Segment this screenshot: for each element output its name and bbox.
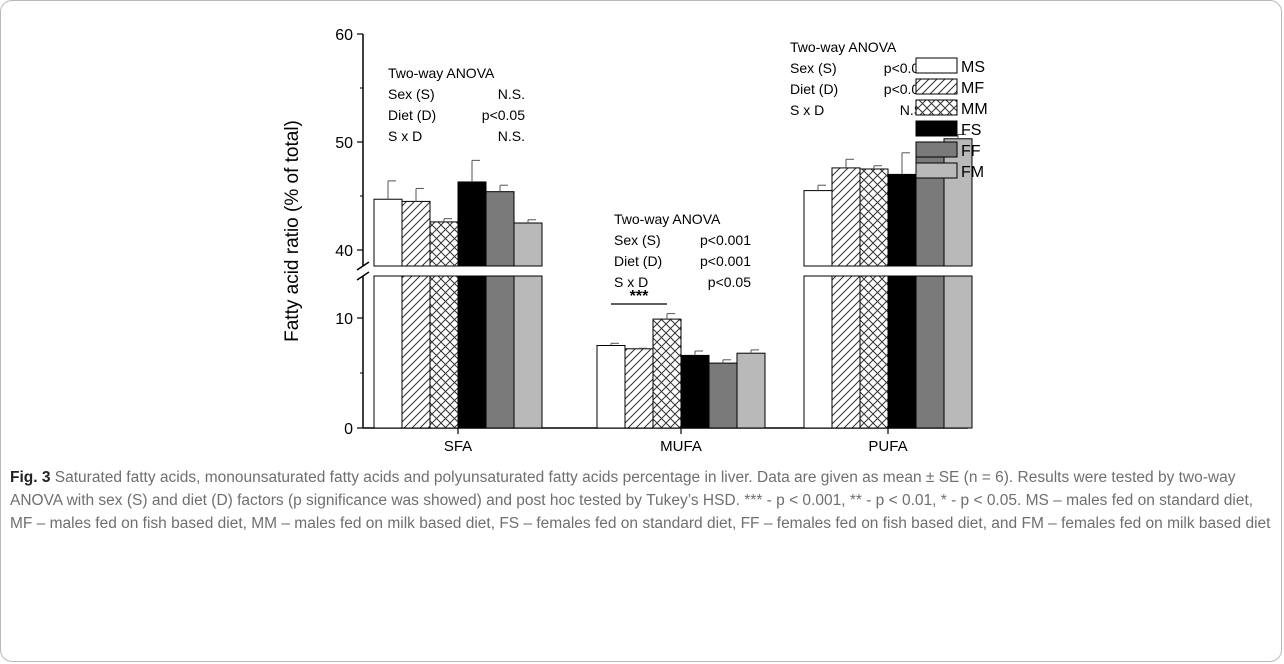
bar-fs-pufa [887,173,917,267]
y-axis-label: Fatty acid ratio (% of total) [282,120,303,342]
bar-mm-pufa-lower [859,275,889,429]
y-tick-label: 40 [335,243,353,260]
anova-label: Sex (S) [790,60,837,76]
x-tick-label: PUFA [868,438,907,455]
bar-ms-sfa-lower [373,275,403,429]
bar-ff-sfa-lower [485,275,515,429]
axis-break-mark [356,261,370,271]
legend-swatch-ms [915,57,958,74]
bar-fs-sfa [457,181,487,267]
legend-swatch-ff [915,141,958,158]
legend-swatch-mm [915,99,958,116]
axis-break-mark [356,271,370,281]
bar-mf-mufa [624,348,654,429]
legend-label-fs: FS [961,122,981,139]
anova-value: p<0.001 [700,232,751,248]
anova-value: p<0.05 [708,274,751,290]
figure-label: Fig. 3 [10,469,51,486]
anova-label: Sex (S) [614,232,661,248]
anova-label: S x D [388,128,422,144]
anova-label: Sex (S) [388,86,435,102]
figure-caption: Fig. 3 Saturated fatty acids, monounsatu… [10,466,1276,535]
bar-fs-pufa-lower [887,275,917,429]
bar-mm-sfa [429,221,459,267]
legend-label-ff: FF [961,143,981,160]
bar-mf-sfa [401,200,431,267]
bar-fs-sfa-lower [457,275,487,429]
bar-fs-mufa [680,354,710,429]
bar-ff-mufa [708,362,738,429]
anova-value: N.S. [498,128,525,144]
legend-swatch-fs [915,120,958,137]
legend-label-fm: FM [961,164,984,181]
x-tick-label: MUFA [660,438,702,455]
caption-text: Saturated fatty acids, monounsaturated f… [10,469,1271,532]
bar-fm-sfa [513,222,543,267]
legend-label-mf: MF [961,80,984,97]
anova-label: S x D [614,274,648,290]
anova-value: p<0.05 [482,107,525,123]
bars [373,133,973,429]
legend-swatch-mf [915,78,958,95]
y-tick-label: 10 [335,311,353,328]
bar-fm-pufa [943,138,973,267]
bar-fm-sfa-lower [513,275,543,429]
bar-mf-pufa-lower [831,275,861,429]
anova-label: Two-way ANOVA [790,39,897,55]
legend-label-mm: MM [961,101,988,118]
legend-label-ms: MS [961,59,985,76]
anova-label: Two-way ANOVA [614,211,721,227]
y-tick-label: 60 [335,27,353,44]
anova-label: S x D [790,102,824,118]
anova-value: N.S. [498,86,525,102]
bar-ms-mufa [596,345,626,429]
legend: MS MF MM FS FF FM [915,57,988,181]
anova-value: p<0.001 [700,253,751,269]
anova-label: Diet (D) [614,253,662,269]
significance-label: *** [630,288,649,305]
bar-ms-pufa [803,190,833,267]
bar-ms-sfa [373,198,403,267]
anova-label: Diet (D) [790,81,838,97]
bar-mm-mufa [652,318,682,429]
y-tick-label: 0 [344,421,353,438]
anova-label: Diet (D) [388,107,436,123]
bar-chart: 0 10 40 50 60 Fatty acid ratio (% of total) SF… [282,27,988,455]
bar-mm-pufa [859,168,889,267]
bar-mf-sfa-lower [401,275,431,429]
bar-fm-mufa [736,352,766,429]
bar-fm-pufa-lower [943,275,973,429]
y-tick-label: 50 [335,135,353,152]
bar-ff-sfa [485,191,515,267]
bar-ms-pufa-lower [803,275,833,429]
x-tick-label: SFA [444,438,472,455]
bar-mm-sfa-lower [429,275,459,429]
bar-ff-pufa-lower [915,275,945,429]
anova-label: Two-way ANOVA [388,65,495,81]
bar-mf-pufa [831,167,861,267]
legend-swatch-fm [915,162,958,179]
